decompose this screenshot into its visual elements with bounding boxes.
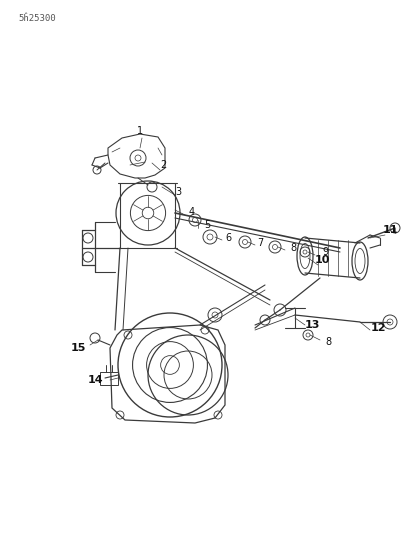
Text: 13: 13 (303, 320, 319, 330)
Text: 4: 4 (189, 207, 195, 217)
Text: 7: 7 (256, 238, 263, 248)
Text: 5: 5 (203, 220, 210, 230)
Text: 9: 9 (321, 247, 327, 257)
Text: 5ĥ25300: 5ĥ25300 (18, 14, 56, 23)
Text: 8: 8 (324, 337, 330, 347)
Text: 10: 10 (314, 255, 329, 265)
Text: 14: 14 (88, 375, 103, 385)
Text: 12: 12 (369, 323, 385, 333)
Text: 15: 15 (70, 343, 85, 353)
Text: 1: 1 (137, 126, 143, 136)
Text: 6: 6 (225, 233, 231, 243)
Text: 3: 3 (175, 187, 181, 197)
Text: 11: 11 (381, 225, 397, 235)
Text: 8: 8 (289, 243, 295, 253)
Text: 2: 2 (160, 160, 166, 170)
